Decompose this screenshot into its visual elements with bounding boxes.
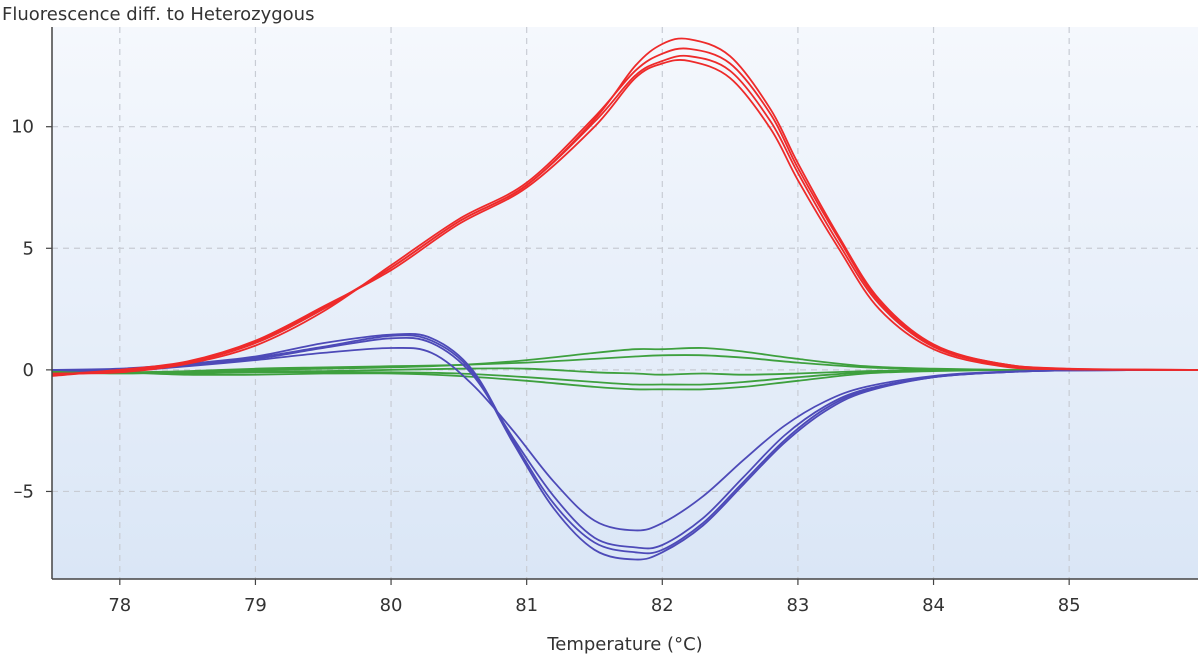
- x-tick-label: 81: [515, 595, 538, 616]
- y-tick-label: 0: [23, 360, 34, 381]
- y-tick-label: 10: [11, 117, 34, 138]
- series-line-blue-4: [52, 334, 1198, 561]
- curves: [52, 37, 1198, 561]
- x-tick-label: 78: [108, 595, 131, 616]
- series-line-blue-1: [52, 347, 1198, 532]
- series-line-red-3: [52, 47, 1198, 375]
- x-axis-ticks: 78 79 80 81 82 83 84 85: [108, 579, 1081, 616]
- x-axis-title: Temperature (°C): [546, 634, 702, 655]
- x-tick-label: 79: [244, 595, 267, 616]
- series-line-green-5: [52, 368, 1198, 391]
- x-tick-label: 85: [1058, 595, 1081, 616]
- y-tick-label: 5: [23, 238, 34, 259]
- y-axis-ticks: 10 5 0 –5: [11, 117, 52, 502]
- grid: [52, 27, 1198, 579]
- x-tick-label: 83: [786, 595, 809, 616]
- series-line-red-4: [52, 37, 1198, 376]
- y-axis-title: Fluorescence diff. to Heterozygous: [2, 4, 314, 25]
- x-tick-label: 84: [922, 595, 945, 616]
- y-tick-label: –5: [14, 481, 34, 502]
- plot-area: [52, 27, 1198, 579]
- series-line-red-1: [52, 54, 1198, 376]
- x-tick-label: 80: [380, 595, 403, 616]
- x-tick-label: 82: [651, 595, 674, 616]
- series-line-red-2: [52, 59, 1198, 377]
